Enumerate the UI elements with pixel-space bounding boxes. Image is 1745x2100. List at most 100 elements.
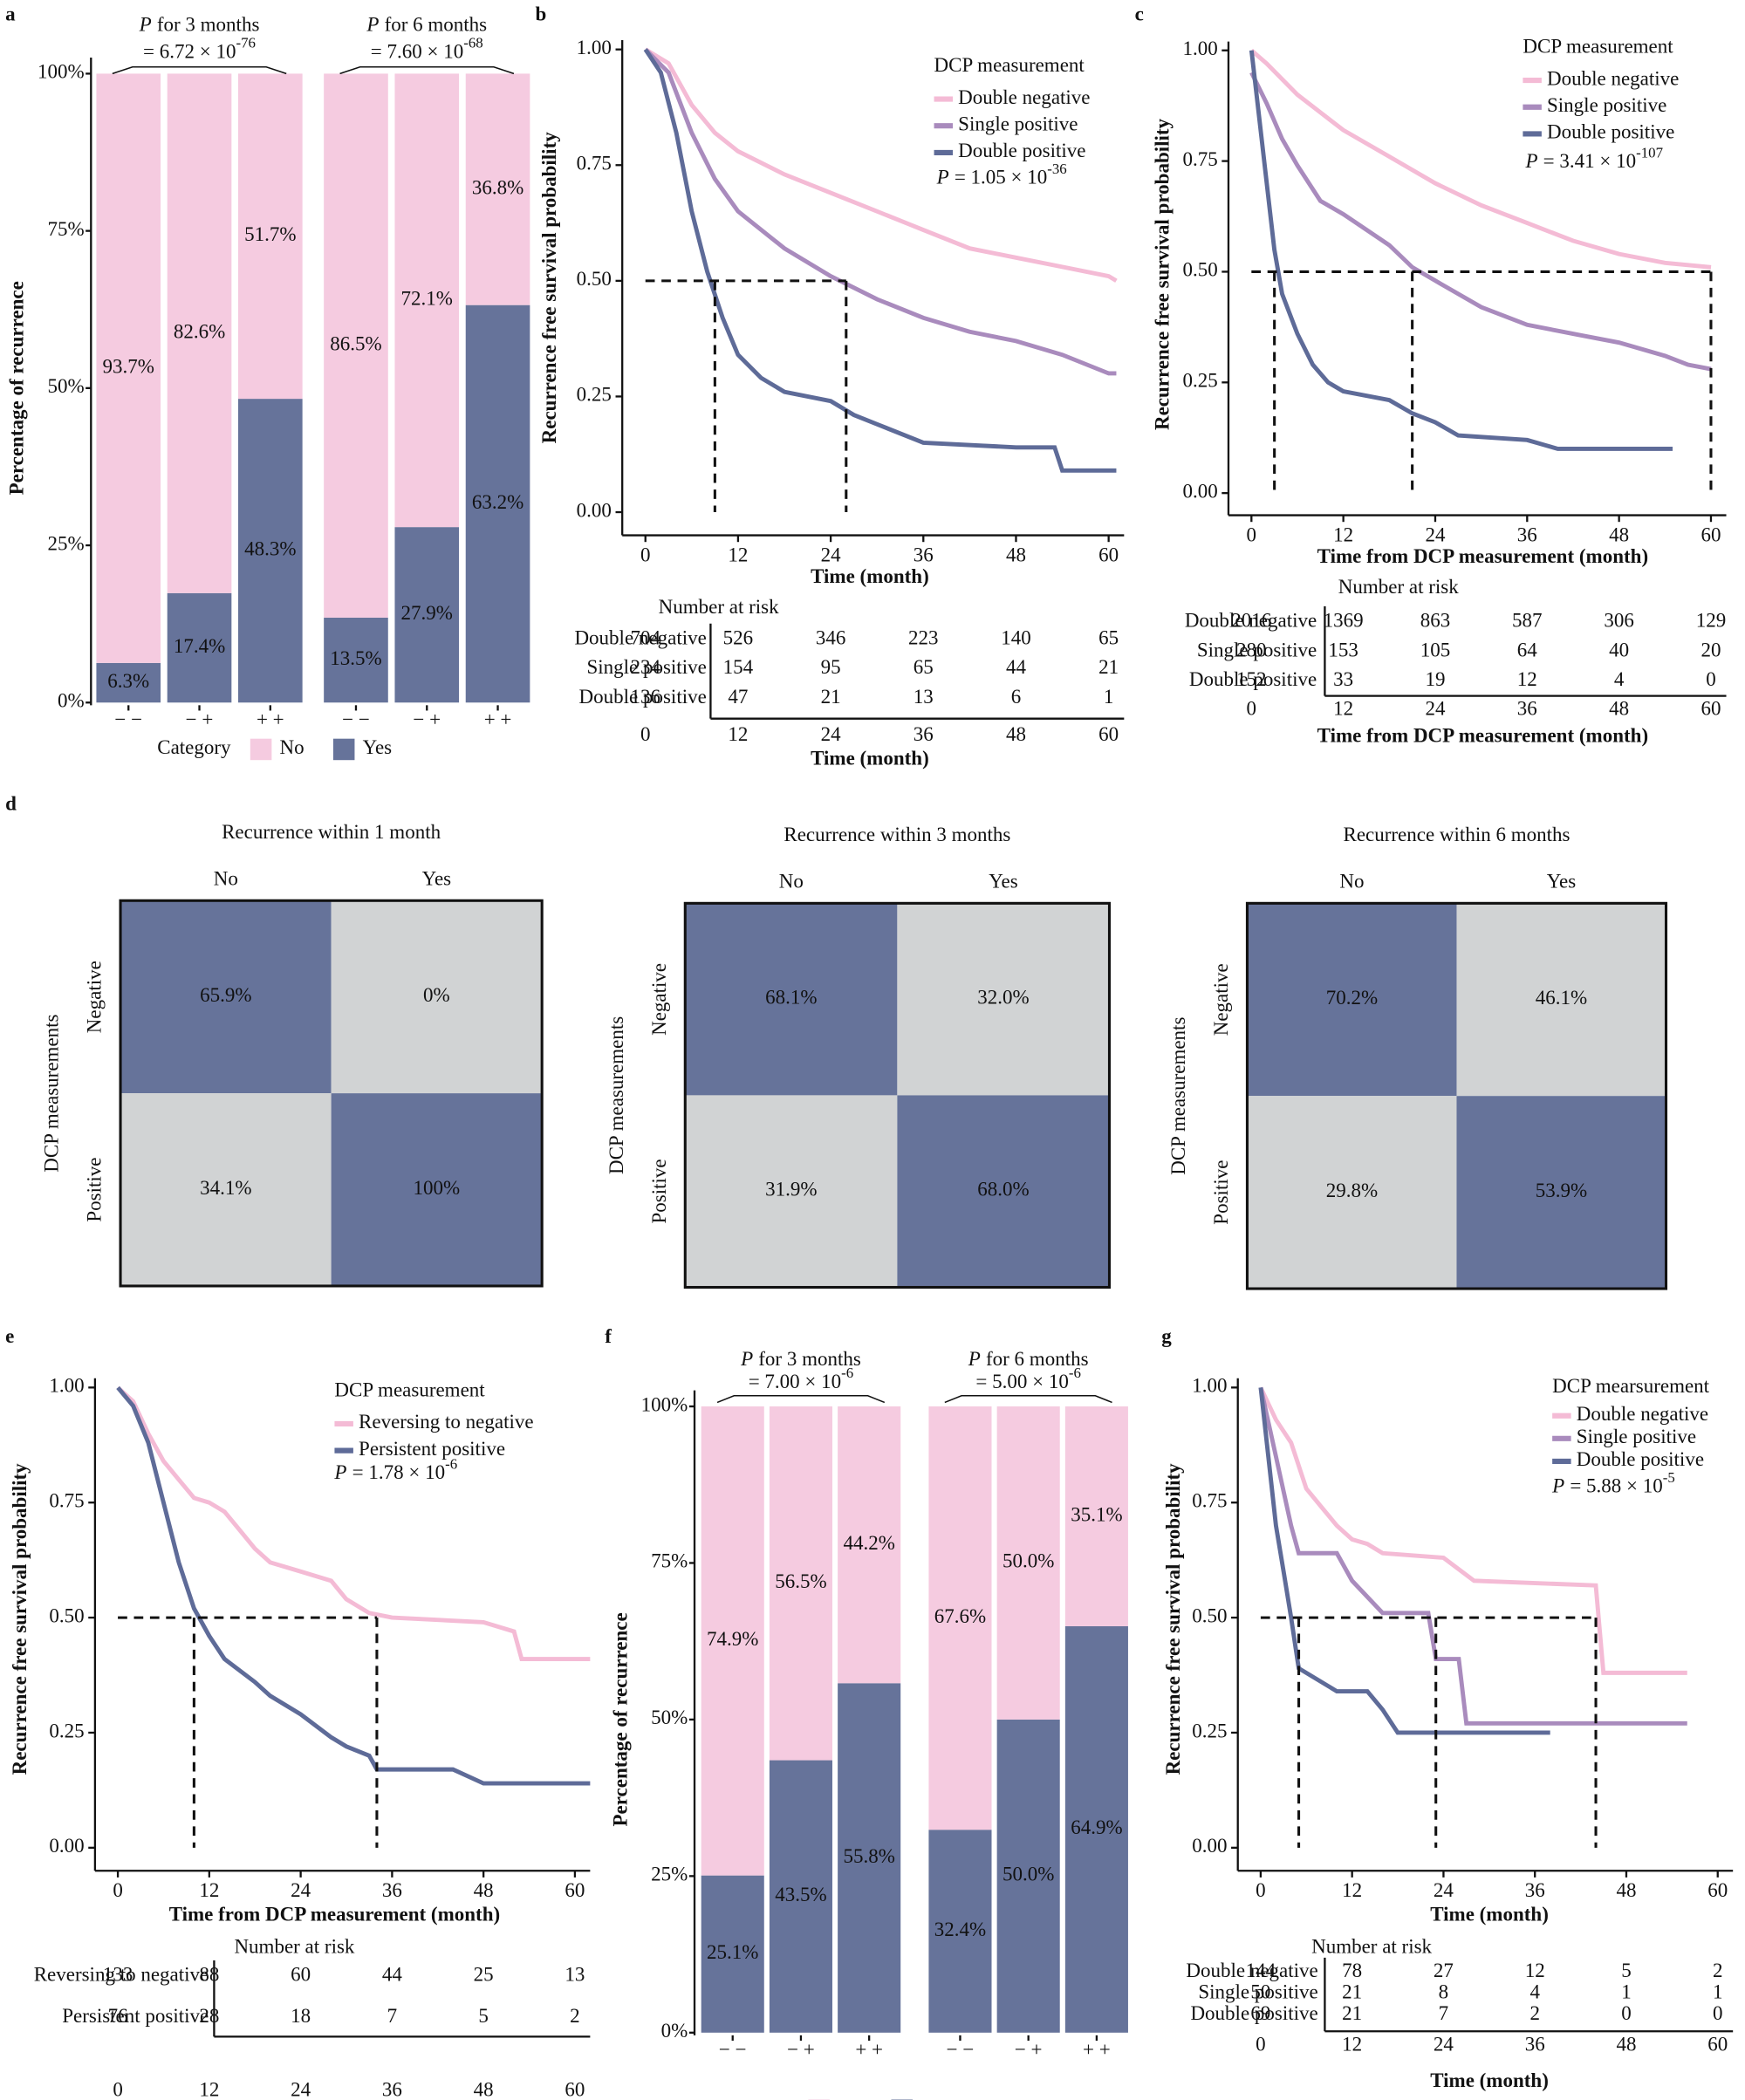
row-label: Negative	[648, 963, 670, 1036]
risk-count: 2016	[1231, 610, 1271, 632]
heatmap-border	[1245, 901, 1668, 1290]
panel-label: c	[1135, 3, 1144, 25]
risk-row-name: Reversing to negative	[34, 1964, 209, 1986]
risk-table-title: Number at risk	[1311, 1935, 1432, 1957]
risk-count: 21	[1098, 656, 1119, 678]
legend-label: Double positive	[958, 140, 1085, 161]
risk-x-tick-label: 48	[1616, 2033, 1636, 2055]
x-tick-label: 36	[1525, 1879, 1545, 1901]
y-tick-label: 75%	[651, 1550, 688, 1572]
x-tick-label: − +	[413, 708, 441, 730]
x-tick-label: 48	[1616, 1879, 1636, 1901]
x-tick-label: 48	[1609, 523, 1629, 545]
heatmap-border	[119, 899, 544, 1288]
y-tick-label: 0.50	[577, 268, 612, 290]
risk-count: 133	[103, 1964, 133, 1986]
risk-count: 88	[199, 1964, 219, 1986]
legend-label: Reversing to negative	[359, 1411, 534, 1433]
bar-segment	[928, 1830, 992, 2033]
x-tick-label: 12	[1342, 1879, 1362, 1901]
risk-count: 13	[914, 686, 934, 708]
risk-count: 6	[1011, 686, 1022, 708]
bar-segment	[324, 73, 388, 618]
cell-label: 65.9%	[200, 984, 251, 1006]
risk-count: 44	[382, 1964, 402, 1986]
risk-count: 704	[630, 626, 660, 648]
heatmap-cell	[120, 900, 332, 1094]
y-axis-label: Recurrence free survival probability	[9, 1463, 31, 1775]
survival-curve	[1258, 1387, 1550, 1735]
risk-count: 863	[1420, 610, 1451, 632]
row-label: Positive	[84, 1157, 106, 1221]
risk-count: 65	[1098, 626, 1119, 648]
x-tick-label: − −	[719, 2039, 747, 2061]
survival-curve	[116, 1385, 591, 1662]
value-label: 36.8%	[472, 176, 524, 198]
risk-x-tick-label: 24	[821, 723, 842, 745]
risk-count: 12	[1517, 668, 1537, 690]
risk-x-tick-label: 36	[382, 2079, 402, 2100]
risk-count: 587	[1512, 610, 1543, 632]
survival-curve	[644, 47, 1118, 283]
risk-count: 21	[1342, 2002, 1362, 2024]
risk-count: 136	[630, 686, 660, 708]
risk-count: 95	[821, 656, 841, 678]
risk-count: 2	[1529, 2002, 1540, 2024]
legend-title: DCP mearsurement	[1552, 1375, 1710, 1397]
x-tick-label: 48	[1006, 544, 1026, 565]
y-tick-label: 0.50	[49, 1604, 84, 1626]
legend-label: Persistent positive	[359, 1438, 505, 1460]
risk-count: 153	[1328, 639, 1358, 660]
p-value: P = 1.78 × 10-6	[333, 1455, 457, 1483]
survival-curve	[1249, 72, 1712, 372]
bracket	[339, 65, 515, 75]
y-axis-label: DCP measurements	[1167, 1017, 1189, 1175]
risk-count: 154	[723, 656, 754, 678]
risk-x-tick-label: 36	[1525, 2033, 1545, 2055]
y-tick-label: 1.00	[49, 1375, 84, 1397]
risk-count: 4	[1614, 668, 1625, 690]
column-label: Yes	[422, 868, 452, 890]
risk-x-axis-label: Time from DCP measurement (month)	[1317, 724, 1648, 746]
p-symbol: P	[333, 1462, 346, 1484]
p-text: for 6 months	[986, 1348, 1089, 1370]
p-value: = 3.41 × 10	[1543, 150, 1636, 172]
risk-count: 1369	[1324, 610, 1364, 632]
legend-label: Double negative	[958, 86, 1090, 108]
x-tick-label: − −	[947, 2039, 975, 2061]
risk-x-tick-label: 24	[1434, 2033, 1454, 2055]
risk-x-tick-label: 48	[474, 2079, 494, 2100]
risk-x-tick-label: 60	[1701, 698, 1721, 720]
risk-x-tick-label: 12	[199, 2079, 219, 2100]
value-label: 55.8%	[843, 1845, 894, 1867]
y-tick-label: 50%	[651, 1707, 688, 1728]
risk-row-name: Single positive	[1198, 1981, 1317, 2003]
p-value: P = 3.41 × 10-107	[1524, 144, 1663, 172]
y-tick-label: 0.25	[1182, 370, 1217, 392]
heatmap-cell	[1247, 1096, 1457, 1289]
risk-x-tick-label: 0	[113, 2079, 123, 2100]
value-label: 86.5%	[330, 332, 381, 354]
value-label: 17.4%	[174, 635, 225, 657]
risk-x-tick-label: 0	[1256, 2033, 1266, 2055]
legend-swatch	[250, 738, 272, 761]
y-tick-label: 25%	[651, 1864, 688, 1885]
y-tick-label: 0.75	[49, 1490, 84, 1512]
panel-label: e	[5, 1325, 14, 1347]
annotation: = 6.72 × 10-76	[143, 35, 256, 63]
p-text: for 3 months	[758, 1348, 861, 1370]
risk-x-tick-label: 12	[1342, 2033, 1362, 2055]
p-text: for 3 months	[157, 14, 260, 36]
risk-table-title: Number at risk	[1338, 576, 1459, 598]
risk-x-tick-label: 12	[728, 723, 748, 745]
risk-row-name: Double negative	[1185, 610, 1317, 632]
risk-count: 76	[108, 2005, 128, 2027]
risk-count: 0	[1621, 2002, 1632, 2024]
legend-label: No	[280, 736, 305, 758]
p-value: = 7.00 × 10	[749, 1371, 841, 1392]
row-label: Positive	[648, 1159, 670, 1223]
risk-table-title: Number at risk	[234, 1935, 354, 1957]
y-tick-label: 0.75	[1182, 148, 1217, 170]
heatmap-cell	[1247, 903, 1457, 1097]
